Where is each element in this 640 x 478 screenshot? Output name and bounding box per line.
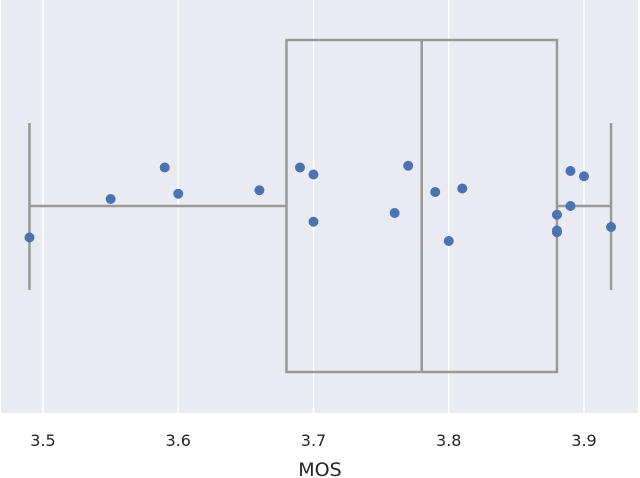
data-points xyxy=(24,160,617,246)
data-point-9 xyxy=(403,160,414,171)
data-point-12 xyxy=(457,183,468,194)
data-point-4 xyxy=(254,185,265,196)
data-point-6 xyxy=(308,169,319,180)
x-tick-labels: 3.5 3.6 3.7 3.8 3.9 xyxy=(30,431,596,450)
data-point-13 xyxy=(551,209,562,220)
x-axis-label: MOS xyxy=(298,459,341,478)
data-point-2 xyxy=(159,162,170,173)
x-tick-label-1: 3.6 xyxy=(166,431,191,450)
data-point-18 xyxy=(579,171,589,182)
data-point-1 xyxy=(105,194,116,204)
x-tick-label-2: 3.7 xyxy=(301,431,326,450)
data-point-19 xyxy=(606,222,617,232)
data-point-10 xyxy=(430,187,441,197)
x-tick-label-0: 3.5 xyxy=(30,431,55,450)
data-point-11 xyxy=(443,236,454,246)
x-tick-label-3: 3.8 xyxy=(436,431,461,450)
data-point-15 xyxy=(551,225,562,236)
data-point-0 xyxy=(24,232,35,243)
data-point-3 xyxy=(173,188,184,199)
x-tick-label-4: 3.9 xyxy=(571,431,596,450)
data-point-16 xyxy=(565,166,576,176)
box-plot xyxy=(28,38,613,374)
data-point-17 xyxy=(565,201,576,211)
data-point-8 xyxy=(389,208,400,218)
data-point-7 xyxy=(308,216,319,227)
data-point-5 xyxy=(294,162,305,173)
